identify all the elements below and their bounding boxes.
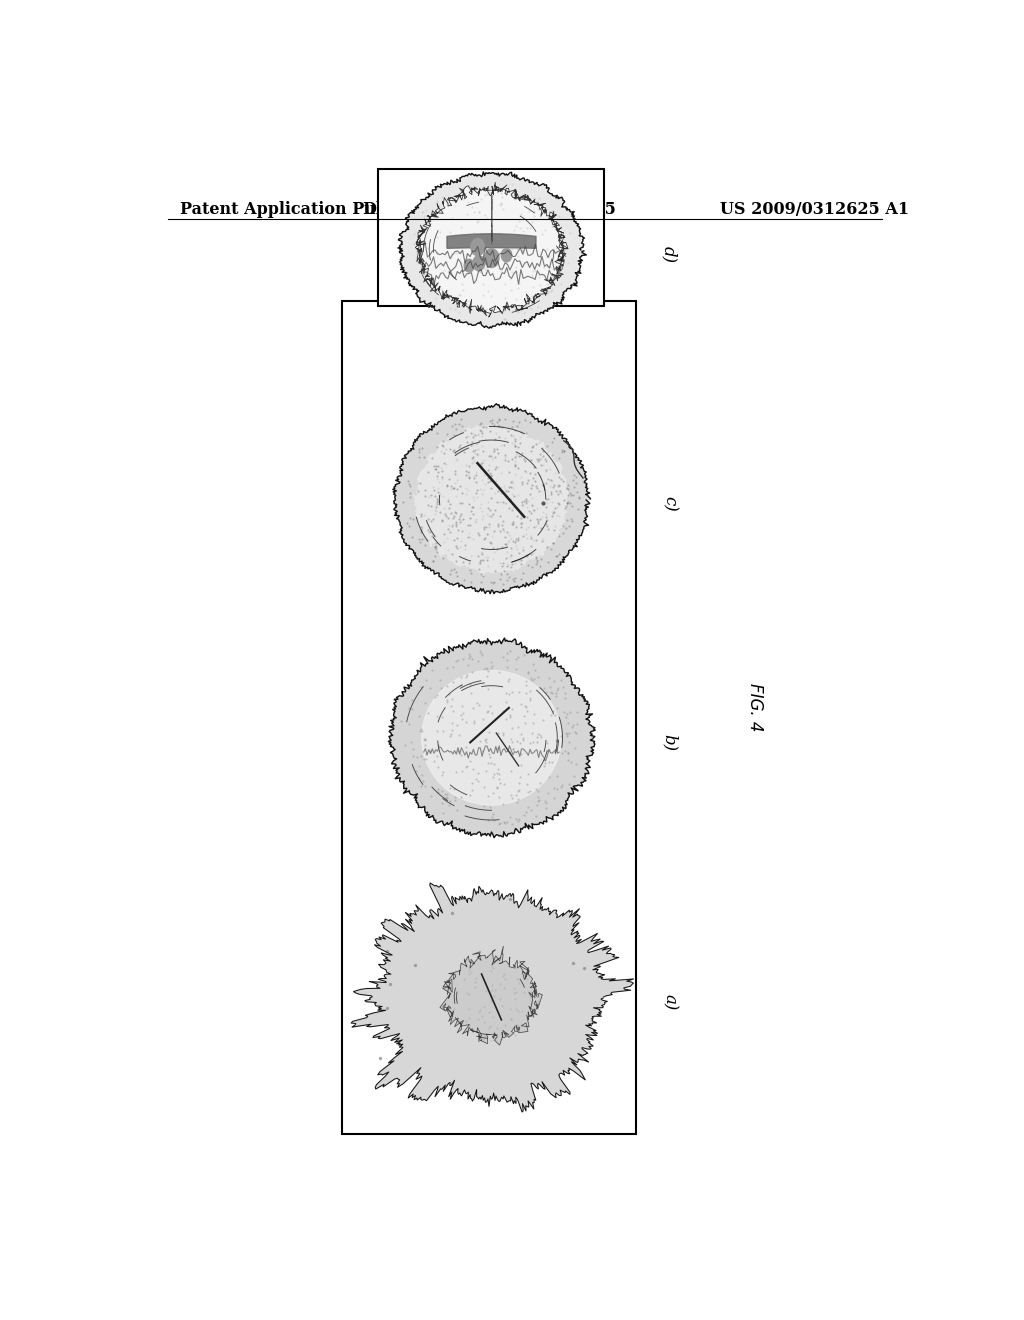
Polygon shape (388, 638, 595, 838)
Polygon shape (446, 234, 536, 248)
Polygon shape (422, 671, 561, 805)
Bar (342, 301, 636, 1134)
Circle shape (484, 248, 499, 268)
Polygon shape (440, 946, 543, 1045)
Text: Dec. 17, 2009  Sheet 4 of 15: Dec. 17, 2009 Sheet 4 of 15 (362, 201, 615, 218)
Text: d): d) (660, 247, 678, 264)
Polygon shape (398, 172, 587, 329)
Circle shape (471, 239, 484, 256)
Circle shape (473, 256, 484, 271)
Polygon shape (393, 404, 591, 594)
Text: FIG. 4: FIG. 4 (745, 682, 764, 731)
Circle shape (488, 248, 496, 257)
Text: Patent Application Publication: Patent Application Publication (179, 201, 455, 218)
Circle shape (502, 248, 512, 261)
Text: c): c) (660, 496, 678, 512)
Polygon shape (416, 182, 568, 317)
Bar (378, 169, 604, 306)
Polygon shape (414, 425, 568, 576)
Text: US 2009/0312625 A1: US 2009/0312625 A1 (720, 201, 909, 218)
Text: b): b) (660, 734, 678, 751)
Polygon shape (351, 883, 634, 1111)
Text: a): a) (660, 994, 678, 1010)
Circle shape (464, 259, 474, 272)
